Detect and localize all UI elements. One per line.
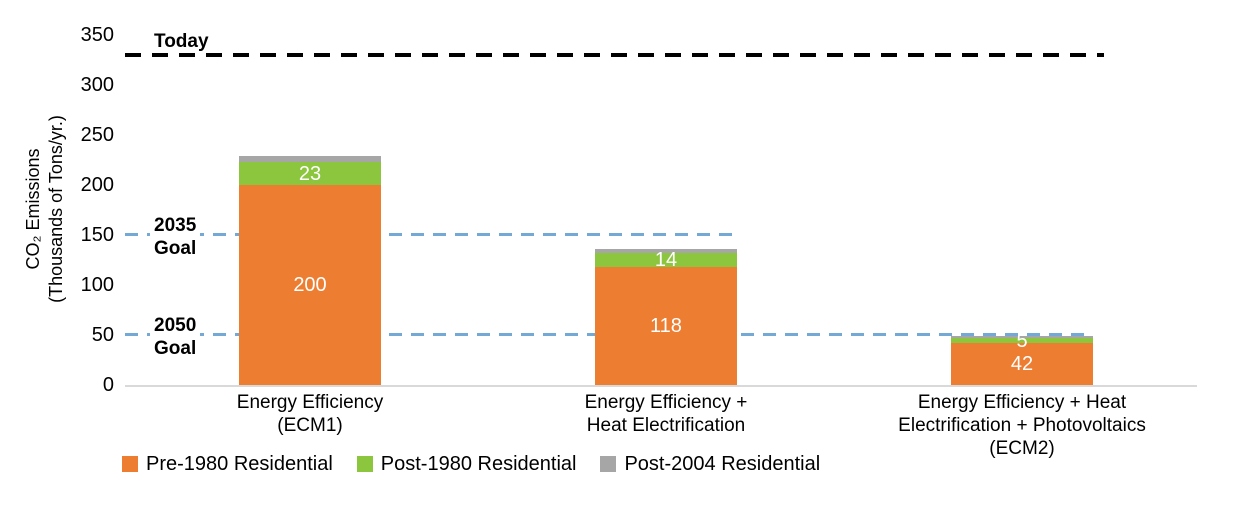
- legend-swatch: [356, 456, 373, 472]
- bar-1-segment-post-1980-residential: [239, 162, 381, 185]
- legend-swatch: [600, 456, 617, 472]
- bar-1-segment-post-2004-residential: [239, 156, 381, 162]
- category-label-3: Energy Efficiency + Heat Electrification …: [844, 391, 1200, 460]
- legend-label: Post-1980 Residential: [380, 453, 577, 475]
- y-axis-title-line2: (Thousands of Tons/yr.): [46, 115, 66, 303]
- y-tick-label-50: 50: [91, 324, 114, 346]
- reference-line-label-text: Goal: [154, 238, 197, 259]
- y-tick-label-200: 200: [80, 174, 114, 196]
- y-tick-label-250: 250: [80, 124, 114, 146]
- category-label-line: Energy Efficiency: [236, 392, 384, 413]
- reference-line-label-text: Goal: [154, 338, 197, 359]
- bar-1-segment-pre-1980-residential: [239, 185, 381, 385]
- y-tick-label-100: 100: [80, 274, 114, 296]
- category-label-2: Energy Efficiency + Heat Electrification: [488, 391, 844, 437]
- reference-line-label-0: Today: [150, 30, 213, 53]
- legend-item-post-2004-residential: Post-2004 Residential: [600, 453, 820, 475]
- category-label-line: (ECM2): [989, 438, 1055, 459]
- category-label-1: Energy Efficiency (ECM1): [132, 391, 488, 437]
- reference-line-label-text: 2050: [154, 315, 197, 336]
- y-axis-title-line1: CO₂ Emissions: [23, 148, 43, 270]
- category-label-line: Energy Efficiency +: [584, 392, 748, 413]
- reference-line-label-1: 2035 Goal: [150, 214, 201, 260]
- legend-item-post-1980-residential: Post-1980 Residential: [356, 453, 577, 475]
- y-axis-title: CO₂ Emissions (Thousands of Tons/yr.): [22, 79, 68, 339]
- legend-item-pre-1980-residential: Pre-1980 Residential: [122, 453, 333, 475]
- y-tick-label-350: 350: [80, 24, 114, 46]
- category-label-line: Energy Efficiency + Heat: [917, 392, 1127, 413]
- bar-3-segment-pre-1980-residential: [951, 343, 1093, 385]
- y-tick-label-150: 150: [80, 224, 114, 246]
- category-label-line: (ECM1): [277, 415, 343, 436]
- legend-swatch: [122, 456, 138, 472]
- bar-2-segment-post-2004-residential: [595, 249, 737, 253]
- reference-line-2035-goal: [125, 233, 740, 236]
- category-label-line: Heat Electrification: [586, 415, 746, 436]
- reference-line-label-2: 2050 Goal: [150, 314, 201, 360]
- legend-label: Pre-1980 Residential: [146, 453, 333, 475]
- bar-3-segment-post-2004-residential: [951, 336, 1093, 338]
- bar-2-segment-post-1980-residential: [595, 253, 737, 267]
- x-axis-line: [125, 385, 1197, 387]
- bar-2-segment-pre-1980-residential: [595, 267, 737, 385]
- reference-line-label-text: 2035: [154, 215, 197, 236]
- reference-line-label-text: Today: [154, 31, 209, 52]
- plot-area: Today 2035 Goal 2050 Goal 200 23 118 14 42 5: [125, 30, 1200, 387]
- legend-label: Post-2004 Residential: [624, 453, 821, 475]
- category-label-line: Electrification + Photovoltaics: [898, 415, 1146, 436]
- bar-3-segment-post-1980-residential: [951, 338, 1093, 343]
- y-tick-label-0: 0: [102, 374, 114, 396]
- reference-line-today: [125, 53, 1104, 57]
- y-tick-label-300: 300: [80, 74, 114, 96]
- legend: Pre-1980 Residential Post-1980 Residentia…: [122, 453, 820, 475]
